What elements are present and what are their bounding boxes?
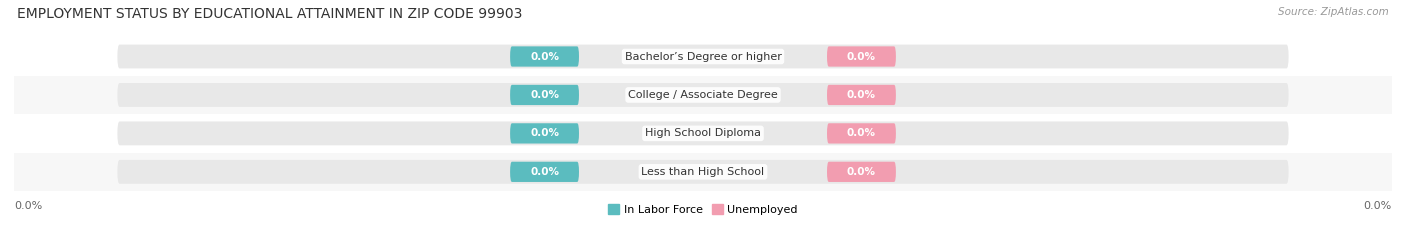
FancyBboxPatch shape bbox=[510, 162, 579, 182]
Bar bbox=[14, 153, 1392, 191]
FancyBboxPatch shape bbox=[827, 85, 896, 105]
Text: Less than High School: Less than High School bbox=[641, 167, 765, 177]
Text: EMPLOYMENT STATUS BY EDUCATIONAL ATTAINMENT IN ZIP CODE 99903: EMPLOYMENT STATUS BY EDUCATIONAL ATTAINM… bbox=[17, 7, 522, 21]
FancyBboxPatch shape bbox=[510, 85, 579, 105]
Text: 0.0%: 0.0% bbox=[846, 128, 876, 138]
Text: 0.0%: 0.0% bbox=[530, 128, 560, 138]
Bar bbox=[14, 37, 1392, 76]
FancyBboxPatch shape bbox=[117, 121, 1289, 145]
Bar bbox=[14, 114, 1392, 153]
Text: 0.0%: 0.0% bbox=[846, 51, 876, 62]
Text: College / Associate Degree: College / Associate Degree bbox=[628, 90, 778, 100]
FancyBboxPatch shape bbox=[117, 160, 1289, 184]
Text: High School Diploma: High School Diploma bbox=[645, 128, 761, 138]
Text: 0.0%: 0.0% bbox=[530, 167, 560, 177]
FancyBboxPatch shape bbox=[827, 123, 896, 144]
Text: Bachelor’s Degree or higher: Bachelor’s Degree or higher bbox=[624, 51, 782, 62]
Text: 0.0%: 0.0% bbox=[14, 201, 42, 211]
Text: 0.0%: 0.0% bbox=[1364, 201, 1392, 211]
Bar bbox=[14, 76, 1392, 114]
FancyBboxPatch shape bbox=[827, 46, 896, 67]
FancyBboxPatch shape bbox=[117, 83, 1289, 107]
Text: 0.0%: 0.0% bbox=[846, 167, 876, 177]
Text: 0.0%: 0.0% bbox=[530, 90, 560, 100]
FancyBboxPatch shape bbox=[510, 46, 579, 67]
Legend: In Labor Force, Unemployed: In Labor Force, Unemployed bbox=[603, 200, 803, 219]
FancyBboxPatch shape bbox=[117, 45, 1289, 69]
Text: 0.0%: 0.0% bbox=[530, 51, 560, 62]
Text: 0.0%: 0.0% bbox=[846, 90, 876, 100]
FancyBboxPatch shape bbox=[827, 162, 896, 182]
Text: Source: ZipAtlas.com: Source: ZipAtlas.com bbox=[1278, 7, 1389, 17]
FancyBboxPatch shape bbox=[510, 123, 579, 144]
